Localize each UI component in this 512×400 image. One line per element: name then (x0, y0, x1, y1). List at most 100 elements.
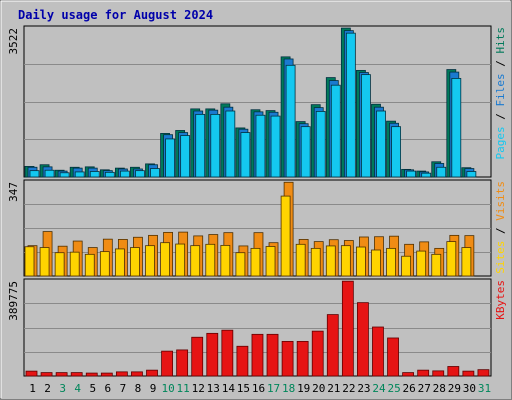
bar-sites-day-23 (356, 246, 366, 277)
bar-kbytes-day-10 (161, 350, 173, 377)
x-label-day-16: 16 (252, 382, 265, 395)
x-label-day-23: 23 (357, 382, 370, 395)
bar-pages-day-5 (89, 171, 100, 178)
bar-pages-day-8 (135, 170, 145, 178)
bar-sites-day-7 (114, 248, 125, 277)
bar-kbytes-day-6 (100, 372, 113, 377)
bar-sites-day-14 (220, 244, 231, 277)
bar-sites-day-30 (461, 247, 472, 277)
legend-item-sites: Sites (494, 241, 507, 274)
x-label-day-25: 25 (387, 382, 400, 395)
bar-sites-day-9 (145, 245, 155, 277)
legend-item-hits: Hits (494, 27, 507, 60)
x-label-day-13: 13 (207, 382, 220, 395)
x-label-day-17: 17 (267, 382, 280, 395)
bar-sites-day-1 (24, 246, 35, 277)
bar-pages-day-16 (255, 114, 266, 178)
x-label-day-26: 26 (403, 382, 416, 395)
bar-kbytes-day-19 (296, 340, 309, 377)
bar-pages-day-21 (330, 84, 341, 178)
bar-sites-day-29 (446, 241, 457, 277)
bar-pages-day-12 (195, 113, 206, 178)
bar-pages-day-2 (44, 169, 55, 178)
bar-pages-day-15 (240, 132, 251, 178)
legend-kbytes: KBytes (494, 280, 507, 320)
x-label-day-14: 14 (222, 382, 236, 395)
panel-visits-sites: 347 Sites / Visits (7, 179, 507, 277)
bar-kbytes-day-24 (372, 326, 384, 377)
x-label-day-24: 24 (372, 382, 386, 395)
x-label-day-21: 21 (327, 382, 340, 395)
bar-sites-day-10 (160, 242, 170, 277)
bar-kbytes-day-13 (206, 332, 219, 377)
bar-pages-day-18 (285, 64, 296, 178)
x-label-day-10: 10 (161, 382, 174, 395)
bar-pages-day-30 (466, 171, 477, 178)
bar-sites-day-13 (205, 243, 216, 277)
bar-pages-day-1 (29, 170, 40, 178)
bar-kbytes-day-2 (40, 372, 53, 377)
bar-pages-day-27 (421, 172, 432, 178)
bar-kbytes-day-25 (387, 337, 399, 377)
bar-kbytes-day-7 (115, 371, 128, 377)
x-label-day-31: 31 (478, 382, 491, 395)
chart-panels: 3522 Pages / Files / Hits 347 Sites / Visit… (7, 25, 507, 377)
bar-pages-day-23 (361, 74, 371, 178)
bar-kbytes-day-22 (341, 280, 354, 377)
bar-pages-day-10 (165, 138, 175, 178)
legend-item-pages: Pages (494, 126, 507, 159)
bar-sites-day-11 (175, 243, 186, 277)
y-max-label: 389775 (7, 281, 20, 321)
bar-sites-day-20 (310, 247, 321, 277)
panel-hits-files-pages: 3522 Pages / Files / Hits (7, 25, 507, 178)
bar-kbytes-day-23 (357, 302, 369, 377)
bar-kbytes-day-3 (55, 372, 68, 377)
bar-sites-day-15 (235, 252, 246, 277)
bar-kbytes-day-29 (447, 366, 460, 377)
bar-pages-day-4 (74, 171, 85, 178)
legend-item-: / (494, 227, 507, 240)
bar-pages-day-26 (406, 170, 417, 178)
bar-sites-day-3 (54, 252, 65, 277)
bar-pages-day-6 (104, 171, 115, 178)
x-label-day-9: 9 (150, 382, 157, 395)
bar-kbytes-day-12 (191, 336, 204, 377)
bar-kbytes-day-21 (326, 314, 339, 377)
bar-kbytes-day-16 (251, 333, 264, 377)
bar-kbytes-day-5 (85, 372, 98, 377)
x-label-day-6: 6 (105, 382, 112, 395)
bar-kbytes-day-18 (281, 340, 294, 377)
legend-hits-files-pages: Pages / Files / Hits (494, 27, 507, 160)
x-label-day-11: 11 (177, 382, 190, 395)
bar-kbytes-day-15 (236, 345, 249, 377)
x-label-day-20: 20 (312, 382, 325, 395)
bar-sites-day-19 (295, 243, 306, 277)
bar-kbytes-day-14 (221, 329, 234, 377)
bar-sites-day-27 (416, 250, 427, 277)
bar-kbytes-day-1 (25, 370, 38, 377)
x-label-day-29: 29 (448, 382, 461, 395)
bar-kbytes-day-17 (266, 333, 279, 377)
x-label-day-19: 19 (297, 382, 310, 395)
bar-kbytes-day-9 (146, 369, 158, 377)
x-label-day-18: 18 (282, 382, 295, 395)
bar-kbytes-day-27 (417, 369, 430, 377)
bar-sites-day-28 (431, 253, 442, 277)
bar-kbytes-day-20 (311, 330, 324, 377)
bar-pages-day-3 (59, 172, 70, 178)
bar-pages-day-17 (270, 115, 281, 178)
y-max-label: 347 (7, 182, 20, 202)
bar-pages-day-25 (391, 126, 401, 178)
x-label-day-1: 1 (29, 382, 36, 395)
bar-sites-day-21 (325, 245, 336, 277)
bar-kbytes-day-30 (462, 370, 475, 377)
bar-kbytes-day-26 (402, 372, 415, 377)
bar-kbytes-day-11 (176, 349, 189, 377)
bar-sites-day-12 (190, 245, 201, 277)
bar-pages-day-24 (376, 110, 386, 178)
bar-kbytes-day-28 (432, 370, 445, 377)
bar-kbytes-day-31 (477, 369, 490, 377)
x-label-day-4: 4 (74, 382, 81, 395)
x-label-day-28: 28 (433, 382, 446, 395)
legend-item-visits: Visits (494, 181, 507, 227)
